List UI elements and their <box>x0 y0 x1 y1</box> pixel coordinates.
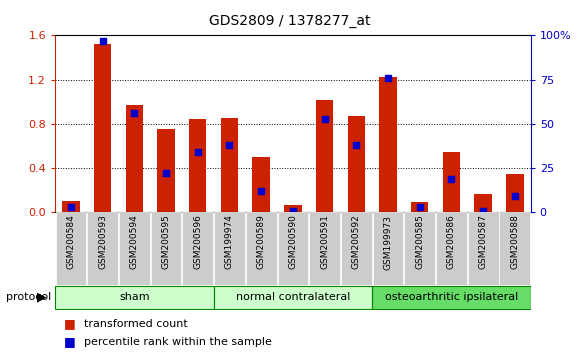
Bar <box>62 201 79 212</box>
Bar <box>316 99 334 212</box>
Text: GSM199974: GSM199974 <box>225 215 234 269</box>
Bar <box>506 174 524 212</box>
Text: transformed count: transformed count <box>84 319 188 329</box>
Text: GSM200586: GSM200586 <box>447 215 456 269</box>
FancyBboxPatch shape <box>499 212 530 285</box>
Point <box>288 208 298 213</box>
Text: ■: ■ <box>64 335 75 348</box>
Text: GSM200584: GSM200584 <box>67 215 75 269</box>
FancyBboxPatch shape <box>246 212 277 285</box>
Text: GSM200587: GSM200587 <box>478 215 488 269</box>
Text: GSM200595: GSM200595 <box>162 215 171 269</box>
Bar <box>126 105 143 212</box>
Text: osteoarthritic ipsilateral: osteoarthritic ipsilateral <box>385 292 518 302</box>
Point <box>351 142 361 148</box>
Point <box>225 142 234 148</box>
FancyBboxPatch shape <box>214 212 245 285</box>
Point <box>383 75 393 81</box>
Text: GSM200591: GSM200591 <box>320 215 329 269</box>
Bar <box>474 194 492 212</box>
FancyBboxPatch shape <box>277 212 309 285</box>
FancyBboxPatch shape <box>372 286 531 308</box>
Text: GSM200594: GSM200594 <box>130 215 139 269</box>
FancyBboxPatch shape <box>467 212 499 285</box>
Text: GSM200593: GSM200593 <box>98 215 107 269</box>
Point <box>193 149 202 155</box>
Point <box>478 208 488 213</box>
Point <box>130 110 139 116</box>
FancyBboxPatch shape <box>151 212 182 285</box>
Text: GSM200585: GSM200585 <box>415 215 424 269</box>
Point <box>510 194 520 199</box>
FancyBboxPatch shape <box>119 212 150 285</box>
Text: GSM200590: GSM200590 <box>288 215 298 269</box>
Bar <box>221 118 238 212</box>
FancyBboxPatch shape <box>404 212 435 285</box>
Bar <box>189 120 206 212</box>
Point <box>161 171 171 176</box>
FancyBboxPatch shape <box>182 212 213 285</box>
Point <box>66 204 75 210</box>
FancyBboxPatch shape <box>372 212 404 285</box>
Point <box>320 116 329 121</box>
Point <box>98 38 107 44</box>
Text: GSM200596: GSM200596 <box>193 215 202 269</box>
Point <box>256 188 266 194</box>
Text: GDS2809 / 1378277_at: GDS2809 / 1378277_at <box>209 14 371 28</box>
Text: percentile rank within the sample: percentile rank within the sample <box>84 337 272 347</box>
FancyBboxPatch shape <box>213 286 372 308</box>
FancyBboxPatch shape <box>87 212 118 285</box>
Text: GSM200589: GSM200589 <box>257 215 266 269</box>
Text: ▶: ▶ <box>37 291 46 304</box>
Bar <box>347 116 365 212</box>
Point <box>415 204 425 210</box>
Bar <box>443 152 460 212</box>
FancyBboxPatch shape <box>309 212 340 285</box>
Text: GSM200592: GSM200592 <box>352 215 361 269</box>
Bar <box>94 44 111 212</box>
Bar <box>157 130 175 212</box>
FancyBboxPatch shape <box>55 286 213 308</box>
Text: ■: ■ <box>64 318 75 330</box>
Text: sham: sham <box>119 292 150 302</box>
FancyBboxPatch shape <box>436 212 467 285</box>
Text: GSM199973: GSM199973 <box>383 215 393 270</box>
Bar <box>284 205 302 212</box>
FancyBboxPatch shape <box>56 212 86 285</box>
Bar <box>252 157 270 212</box>
FancyBboxPatch shape <box>341 212 372 285</box>
Text: normal contralateral: normal contralateral <box>235 292 350 302</box>
Bar <box>379 78 397 212</box>
Bar <box>411 202 429 212</box>
Point <box>447 176 456 182</box>
Text: GSM200588: GSM200588 <box>510 215 519 269</box>
Text: protocol: protocol <box>6 292 51 302</box>
